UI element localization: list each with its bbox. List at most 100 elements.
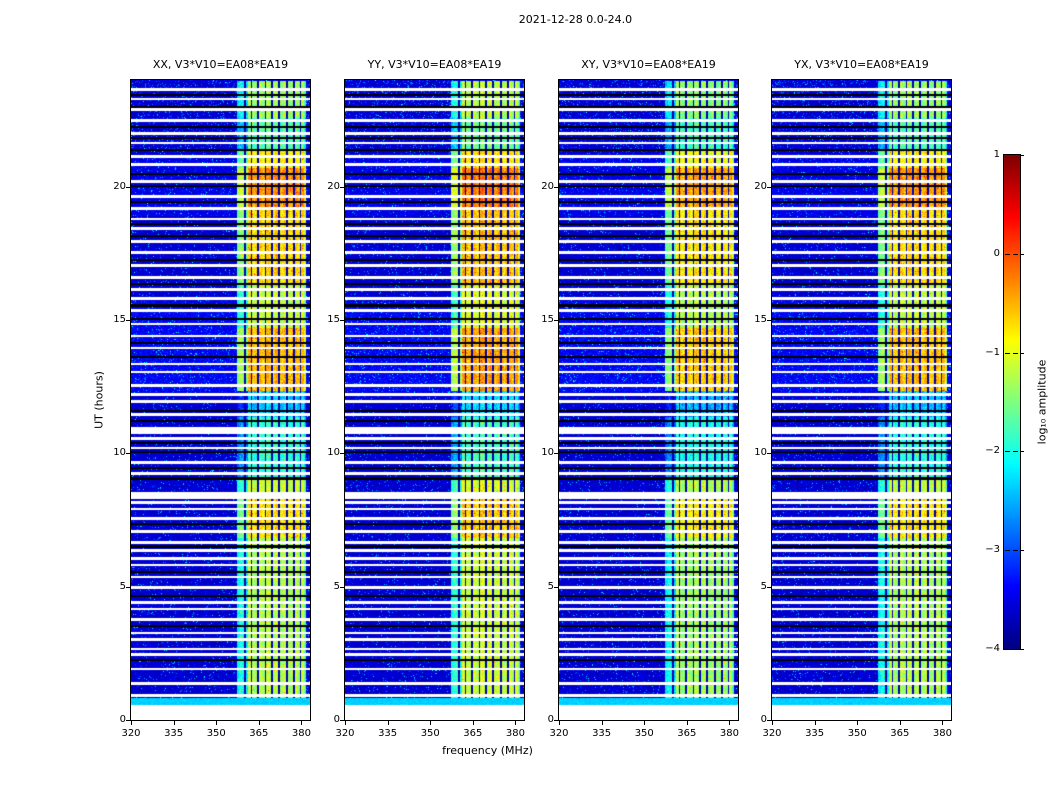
y-tick-label: 20 bbox=[541, 180, 554, 192]
x-tick-label: 350 bbox=[847, 728, 867, 739]
colorbar-tick-dash bbox=[1005, 550, 1010, 552]
panel-XY bbox=[558, 79, 739, 721]
y-tick-label: 15 bbox=[541, 314, 554, 325]
y-tick-mark bbox=[767, 586, 771, 588]
y-tick-mark bbox=[554, 320, 558, 321]
y-tick-label: 15 bbox=[327, 314, 340, 325]
colorbar-tick-label: −1 bbox=[985, 346, 1000, 358]
y-tick-label: 0 bbox=[333, 714, 340, 725]
x-tick-label: 320 bbox=[762, 728, 782, 739]
y-tick-label: 20 bbox=[754, 180, 767, 192]
colorbar bbox=[1003, 154, 1021, 650]
colorbar-tick-dash bbox=[1013, 451, 1018, 453]
colorbar-tick-mark bbox=[1021, 649, 1024, 650]
panel-XX bbox=[130, 79, 311, 721]
colorbar-tick-mark bbox=[1021, 550, 1024, 552]
x-tick-label: 365 bbox=[463, 728, 483, 739]
y-tick-label: 20 bbox=[327, 180, 340, 192]
colorbar-tick-dash bbox=[1005, 253, 1010, 255]
x-tick-label: 335 bbox=[164, 728, 184, 739]
figure-title: 2021-12-28 0.0-24.0 bbox=[518, 13, 633, 26]
y-tick-label: 5 bbox=[760, 580, 767, 592]
colorbar-tick-mark bbox=[1021, 451, 1024, 453]
y-tick-mark bbox=[767, 186, 771, 188]
x-tick-mark bbox=[173, 721, 175, 725]
x-tick-mark bbox=[729, 721, 731, 725]
x-axis-label: frequency (MHz) bbox=[442, 744, 533, 757]
x-tick-label: 335 bbox=[378, 728, 398, 739]
x-tick-label: 365 bbox=[249, 728, 269, 739]
x-tick-mark bbox=[515, 721, 517, 725]
x-tick-label: 380 bbox=[291, 728, 312, 739]
y-tick-mark bbox=[767, 320, 771, 321]
y-tick-mark bbox=[340, 453, 344, 455]
x-tick-mark bbox=[345, 721, 346, 725]
y-tick-mark bbox=[126, 720, 130, 721]
y-tick-label: 10 bbox=[754, 447, 767, 459]
colorbar-tick-label: 0 bbox=[993, 247, 1000, 259]
x-tick-label: 365 bbox=[677, 728, 697, 739]
y-tick-mark bbox=[126, 453, 130, 455]
y-tick-mark bbox=[126, 186, 130, 188]
colorbar-tick-dash bbox=[1013, 253, 1018, 255]
y-tick-mark bbox=[126, 586, 130, 588]
y-tick-mark bbox=[554, 720, 558, 721]
y-tick-label: 15 bbox=[113, 314, 126, 325]
x-tick-mark bbox=[430, 721, 432, 725]
colorbar-gradient bbox=[1004, 155, 1020, 649]
y-tick-mark bbox=[767, 720, 771, 721]
x-tick-mark bbox=[216, 721, 218, 725]
colorbar-tick-label: 1 bbox=[993, 149, 1000, 160]
spectrogram-canvas-YX bbox=[772, 80, 951, 720]
colorbar-tick-label: −2 bbox=[985, 445, 1000, 457]
x-tick-mark bbox=[387, 721, 389, 725]
y-tick-label: 5 bbox=[333, 580, 340, 592]
x-tick-label: 335 bbox=[592, 728, 612, 739]
spectrogram-canvas-XY bbox=[559, 80, 738, 720]
x-tick-mark bbox=[857, 721, 859, 725]
x-tick-mark bbox=[644, 721, 646, 725]
spectrogram-canvas-XX bbox=[131, 80, 310, 720]
y-tick-mark bbox=[126, 320, 130, 321]
colorbar-tick-label: −4 bbox=[985, 643, 1000, 654]
y-tick-label: 10 bbox=[113, 447, 126, 459]
colorbar-tick-mark bbox=[1021, 253, 1024, 255]
x-tick-mark bbox=[942, 721, 944, 725]
x-tick-label: 320 bbox=[335, 728, 355, 739]
x-tick-mark bbox=[601, 721, 603, 725]
y-tick-mark bbox=[554, 453, 558, 455]
y-tick-mark bbox=[340, 186, 344, 188]
colorbar-tick-mark bbox=[1021, 155, 1024, 156]
y-tick-label: 0 bbox=[760, 714, 767, 725]
panel-title-YX: YX, V3*V10=EA08*EA19 bbox=[794, 58, 929, 71]
y-tick-label: 15 bbox=[754, 314, 767, 325]
x-tick-label: 335 bbox=[805, 728, 825, 739]
x-tick-mark bbox=[301, 721, 303, 725]
y-tick-label: 5 bbox=[547, 580, 554, 592]
colorbar-tick-dash bbox=[1005, 451, 1010, 453]
x-tick-mark bbox=[131, 721, 132, 725]
panel-YX bbox=[771, 79, 952, 721]
x-tick-label: 365 bbox=[890, 728, 910, 739]
x-tick-label: 320 bbox=[121, 728, 141, 739]
y-tick-label: 20 bbox=[113, 180, 126, 192]
x-tick-label: 350 bbox=[420, 728, 440, 739]
y-tick-label: 10 bbox=[541, 447, 554, 459]
colorbar-tick-mark bbox=[1021, 352, 1024, 354]
y-tick-label: 0 bbox=[547, 714, 554, 725]
x-tick-mark bbox=[814, 721, 816, 725]
x-tick-label: 320 bbox=[549, 728, 569, 739]
y-tick-mark bbox=[340, 720, 344, 721]
colorbar-tick-dash bbox=[1005, 352, 1010, 354]
x-tick-mark bbox=[772, 721, 773, 725]
x-tick-label: 350 bbox=[206, 728, 226, 739]
y-tick-label: 10 bbox=[327, 447, 340, 459]
x-tick-label: 380 bbox=[505, 728, 526, 739]
x-tick-mark bbox=[472, 721, 474, 725]
y-tick-mark bbox=[340, 586, 344, 588]
x-tick-label: 380 bbox=[719, 728, 740, 739]
panel-title-XY: XY, V3*V10=EA08*EA19 bbox=[581, 58, 716, 71]
y-tick-label: 5 bbox=[119, 580, 126, 592]
